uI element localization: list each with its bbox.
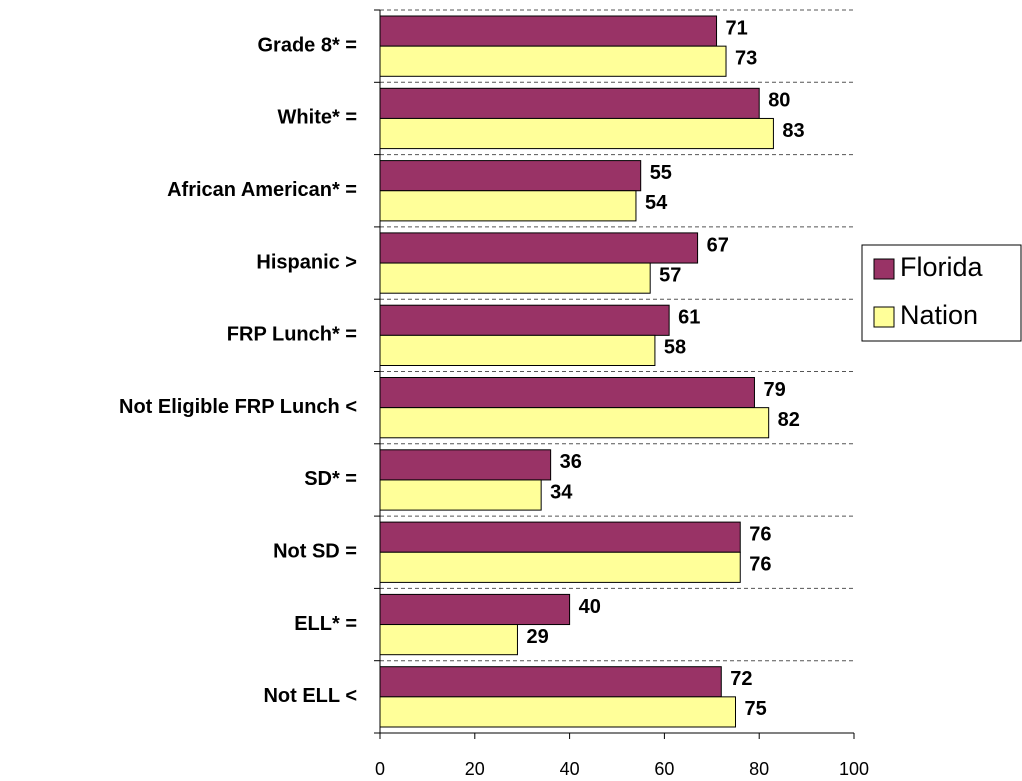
bar: [379, 262, 651, 294]
value-label: 67: [707, 234, 729, 256]
x-tick-label: 0: [375, 759, 385, 779]
value-label: 54: [645, 192, 668, 214]
bar: [379, 624, 518, 656]
x-tick-label: 100: [839, 759, 869, 779]
category-label: Not SD =: [273, 541, 357, 563]
bar: [379, 696, 736, 728]
value-label: 75: [745, 698, 767, 720]
bar: [379, 334, 656, 367]
bar: [379, 377, 755, 409]
value-label: 71: [726, 17, 748, 39]
value-label: 58: [664, 337, 686, 359]
category-label: White* =: [278, 107, 357, 129]
bar: [379, 479, 542, 511]
bar: [379, 160, 642, 192]
value-label: 80: [768, 90, 790, 112]
category-label: SD* =: [304, 468, 357, 490]
value-label: 72: [730, 668, 752, 690]
category-label: FRP Lunch* =: [227, 324, 357, 346]
legend-swatch: [873, 306, 895, 328]
bar: [379, 407, 770, 439]
legend-swatch: [873, 258, 895, 280]
category-label: Not Eligible FRP Lunch <: [119, 396, 357, 418]
value-label: 40: [579, 596, 601, 618]
bar: [379, 87, 760, 119]
bar: [379, 551, 741, 583]
bar: [379, 304, 670, 336]
x-tick-label: 80: [749, 759, 769, 779]
x-tick-label: 60: [654, 759, 674, 779]
bar: [379, 232, 699, 264]
bar: [379, 45, 727, 77]
value-label: 36: [560, 451, 582, 473]
bar: [379, 666, 722, 698]
value-label: 57: [659, 264, 681, 286]
category-label: African American* =: [167, 179, 357, 201]
bar: [379, 190, 637, 222]
value-label: 76: [749, 523, 771, 545]
bar: [379, 449, 552, 481]
value-label: 55: [650, 162, 672, 184]
category-label: Not ELL <: [263, 685, 357, 707]
value-label: 82: [778, 409, 800, 431]
value-label: 29: [526, 626, 548, 648]
bar: [379, 521, 741, 553]
value-label: 61: [678, 307, 700, 329]
bar: [379, 593, 571, 626]
category-label: Grade 8* =: [257, 34, 357, 56]
legend-label: Nation: [900, 300, 978, 330]
value-label: 76: [749, 554, 771, 576]
bar: [379, 15, 718, 47]
value-label: 34: [550, 481, 573, 503]
value-label: 83: [782, 120, 804, 142]
x-tick-label: 40: [560, 759, 580, 779]
value-label: 79: [763, 379, 785, 401]
x-tick-label: 20: [465, 759, 485, 779]
category-label: Hispanic >: [256, 251, 357, 273]
legend-label: Florida: [900, 252, 984, 282]
value-label: 73: [735, 48, 757, 70]
category-label: ELL* =: [294, 613, 357, 635]
bar: [379, 117, 774, 150]
